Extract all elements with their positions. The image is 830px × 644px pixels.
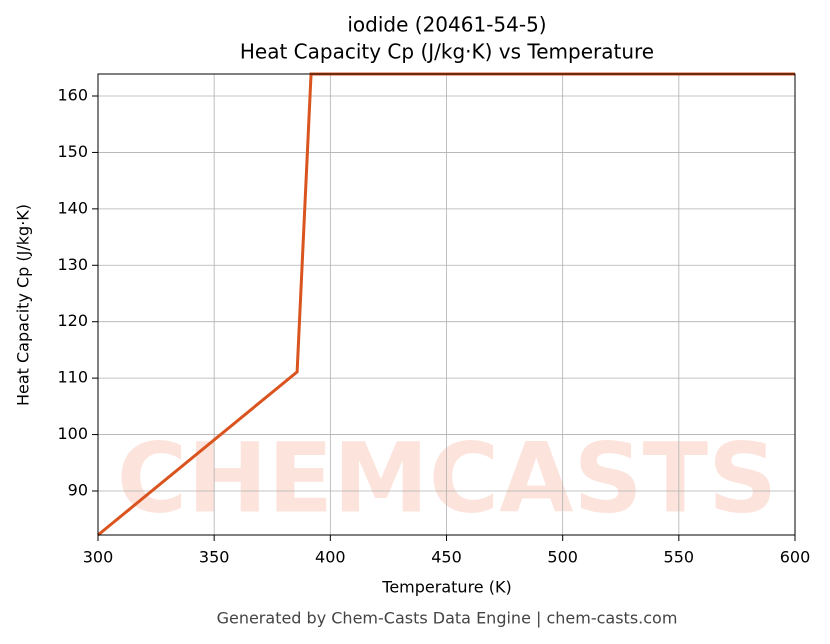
x-tick-label: 400 [315,548,346,567]
y-tick-label: 140 [57,198,88,217]
chart-subtitle: Heat Capacity Cp (J/kg·K) vs Temperature [240,40,654,64]
x-tick-label: 300 [83,548,114,567]
watermark: CHEMCASTS [117,422,777,534]
x-tick-label: 350 [199,548,230,567]
x-tick-label: 600 [780,548,811,567]
y-axis-label: Heat Capacity Cp (J/kg·K) [14,204,33,406]
y-tick-label: 90 [68,480,88,499]
x-tick-label: 450 [431,548,462,567]
chart-title: iodide (20461-54-5) [347,13,546,37]
x-axis-label: Temperature (K) [381,578,511,597]
y-tick-label: 160 [57,86,88,105]
y-tick-label: 110 [57,368,88,387]
y-tick-label: 100 [57,424,88,443]
x-tick-label: 550 [664,548,695,567]
x-tick-label: 500 [547,548,578,567]
y-tick-label: 130 [57,255,88,274]
y-tick-label: 150 [57,142,88,161]
footer: Generated by Chem-Casts Data Engine | ch… [217,609,678,628]
y-tick-label: 120 [57,311,88,330]
plot-frame [97,73,796,536]
